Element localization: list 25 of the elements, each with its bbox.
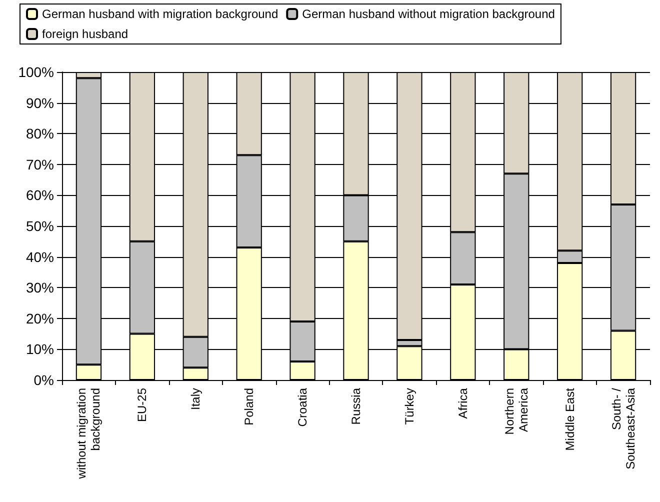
y-tick-label: 90%: [26, 94, 54, 111]
x-tick-label: Northern America: [502, 388, 530, 435]
y-tick-label: 0%: [34, 372, 54, 388]
y-tick-label: 100%: [18, 64, 54, 80]
legend-label: German husband without migration background: [302, 7, 555, 21]
y-tick-label: 40%: [26, 248, 54, 265]
y-tick-label: 80%: [26, 126, 54, 142]
y-tick-label: 50%: [26, 218, 54, 234]
y-tick-label: 20%: [26, 310, 54, 326]
x-tick-label: Croatia: [296, 388, 310, 427]
x-tick-label: without migration background: [74, 388, 103, 480]
y-tick-label: 60%: [26, 187, 54, 204]
x-tick-label: Poland: [242, 388, 256, 426]
legend-label: German husband with migration background: [42, 7, 278, 21]
y-tick-label: 30%: [26, 280, 54, 296]
x-tick-label: Africa: [456, 388, 470, 419]
x-tick-label: Türkey: [402, 388, 416, 425]
x-tick-label: EU-25: [135, 388, 150, 422]
y-tick-label: 70%: [26, 156, 54, 172]
x-tick-label: Italy: [188, 388, 203, 410]
x-tick-label: South- / Southeast-Asia: [609, 387, 638, 470]
x-tick-label: Middle East: [562, 387, 577, 451]
legend-label: foreign husband: [42, 27, 128, 41]
y-tick-label: 10%: [26, 341, 54, 358]
x-tick-label: Russia: [349, 388, 363, 425]
